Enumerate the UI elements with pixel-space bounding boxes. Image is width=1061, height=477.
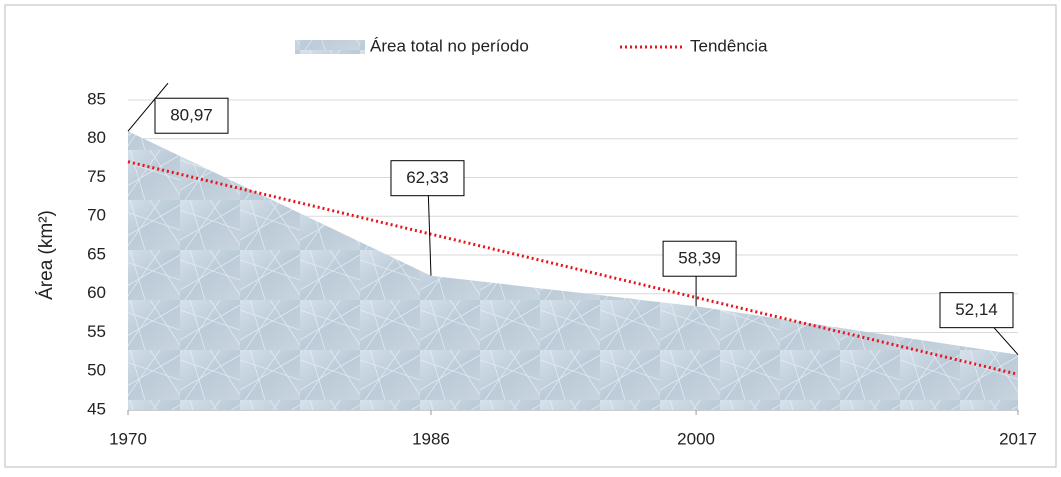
- y-tick-label: 80: [87, 128, 106, 147]
- label-box: [939, 292, 1014, 329]
- legend-label: Tendência: [690, 36, 768, 55]
- y-tick-label: 55: [87, 322, 106, 341]
- area: [128, 131, 1018, 411]
- y-tick-label: 65: [87, 244, 106, 263]
- y-tick-label: 75: [87, 167, 106, 186]
- y-tick-label: 60: [87, 283, 106, 302]
- leader-line: [127, 82, 169, 132]
- legend-swatch: [295, 40, 365, 54]
- data-label: 58,39: [678, 249, 721, 268]
- label-box: [390, 160, 465, 197]
- x-tick-label: 1986: [412, 429, 450, 448]
- x-tick-label: 2000: [677, 429, 715, 448]
- legend-label: Área total no período: [370, 36, 529, 55]
- y-tick-label: 50: [87, 361, 106, 380]
- y-axis-label: Área (km²): [36, 210, 57, 300]
- label-box: [662, 240, 737, 277]
- y-tick-label: 45: [87, 399, 106, 418]
- data-label: 52,14: [955, 300, 998, 319]
- label-box: [154, 97, 229, 134]
- x-tick-label: 1970: [109, 429, 147, 448]
- x-tick-label: 2017: [999, 429, 1037, 448]
- leader-line: [427, 183, 432, 276]
- y-tick-label: 70: [87, 206, 106, 225]
- data-label: 80,97: [170, 106, 213, 125]
- y-tick-label: 85: [87, 89, 106, 108]
- data-label: 62,33: [406, 168, 449, 187]
- trend-line: [127, 160, 1019, 376]
